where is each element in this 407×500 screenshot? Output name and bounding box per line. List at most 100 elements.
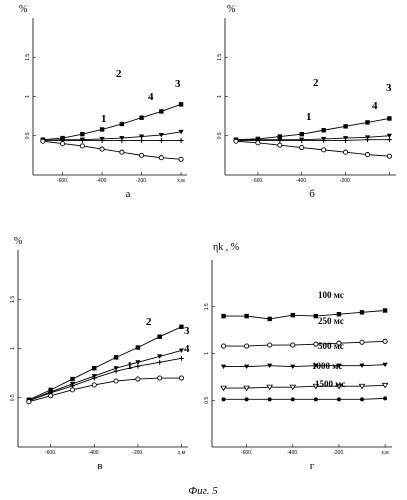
data-point (289, 384, 297, 391)
series-line (223, 310, 386, 320)
data-point (335, 383, 343, 390)
series-3: 500 мс (220, 341, 388, 369)
y-tick-label: 0.5 (217, 132, 223, 139)
series-line (28, 350, 182, 402)
x-tick-label: -400. (296, 178, 307, 184)
series-4: 1 (26, 360, 185, 405)
data-point (113, 378, 119, 384)
series-line (42, 140, 182, 160)
series-label: 100 мс (318, 290, 344, 300)
y-tick-label: 1 (25, 95, 31, 98)
data-point (178, 348, 185, 353)
data-point (382, 308, 388, 313)
data-point (244, 364, 250, 369)
data-point (178, 138, 184, 143)
data-point (135, 360, 141, 365)
data-point (60, 141, 66, 147)
data-point (336, 397, 341, 402)
data-point (299, 144, 305, 151)
chart-panel-1: -600. -400. -200. x,м 0.5 1 1.5% а 2 3 4 1 (19, 4, 187, 200)
data-point (321, 128, 326, 133)
series-label: 4 (184, 343, 190, 355)
data-point (255, 140, 261, 146)
data-point (80, 131, 85, 137)
data-point (386, 153, 392, 159)
data-point (91, 375, 97, 381)
data-point (135, 363, 141, 369)
data-point (336, 312, 342, 317)
y-tick-label: 0.5 (25, 132, 31, 139)
data-point (299, 131, 304, 137)
series-label: 4 (372, 100, 378, 112)
data-point (383, 396, 388, 401)
series-line (235, 140, 390, 157)
series-line (42, 131, 182, 141)
y-tick-label: 1 (217, 95, 223, 98)
data-point (91, 382, 97, 388)
data-point (290, 364, 296, 369)
series-line (235, 118, 390, 141)
data-point (113, 368, 119, 374)
x-tick-label: -400. (89, 450, 100, 456)
series-label: 1000 мс (312, 361, 342, 371)
series-label: 3 (175, 78, 181, 90)
data-point (321, 138, 327, 143)
data-point (277, 138, 283, 143)
data-point (244, 397, 249, 402)
x-tick-label: -200. (340, 178, 351, 184)
chart-panel-3: -600. -400. -200. x,м 0.5 1 1.5% в 2 3 4 1 (10, 236, 190, 472)
data-point (386, 133, 393, 139)
series-4: 1000 мс (220, 361, 389, 392)
data-point (119, 149, 125, 155)
data-point (26, 399, 32, 405)
data-point (157, 354, 163, 359)
data-point (139, 115, 144, 120)
series-4: 1 (40, 113, 184, 162)
data-point (48, 393, 54, 399)
x-tick-label: x,м (177, 178, 185, 184)
data-point (244, 343, 250, 349)
y-axis-label: % (227, 4, 235, 15)
series-label: 1 (101, 113, 107, 125)
y-tick-label: 1.5 (25, 54, 31, 61)
x-tick-label: x,м (178, 450, 186, 456)
data-point (313, 363, 319, 369)
data-point (99, 146, 105, 152)
data-point (179, 355, 184, 361)
data-point (313, 397, 318, 402)
data-point (267, 342, 273, 348)
data-point (313, 313, 319, 319)
x-tick-label: -200. (333, 450, 344, 456)
data-point (139, 152, 145, 158)
data-point (178, 156, 184, 162)
series-label: 500 мс (318, 341, 344, 351)
data-point (290, 312, 295, 318)
y-axis-label: % (14, 236, 22, 247)
data-point (159, 109, 164, 114)
chart-panel-2: -600. -400. -200. 0.5 1 1.5% б 2 34 1 (217, 4, 396, 200)
series-2: 250 мс (220, 316, 388, 349)
data-point (343, 149, 349, 155)
data-point (321, 147, 327, 153)
series-label: 2 (146, 316, 152, 328)
series-line (235, 139, 390, 141)
data-point (266, 384, 273, 391)
series-1: 2 (26, 316, 184, 402)
data-point (267, 363, 273, 369)
series-label: 3 (184, 325, 190, 337)
series-line (223, 364, 386, 368)
data-point (158, 132, 164, 138)
data-point (359, 363, 365, 369)
x-tick-label: -400. (96, 178, 107, 184)
y-tick-label: 1.5 (217, 54, 223, 61)
y-tick-label: 0.5 (204, 397, 210, 404)
x-tick-label: -400. (287, 450, 298, 456)
data-point (158, 138, 164, 143)
series-line (223, 384, 386, 389)
data-point (70, 376, 75, 382)
series-line (28, 377, 182, 403)
data-point (277, 134, 283, 139)
data-point (382, 338, 388, 344)
data-point (243, 385, 250, 392)
data-point (135, 376, 141, 382)
